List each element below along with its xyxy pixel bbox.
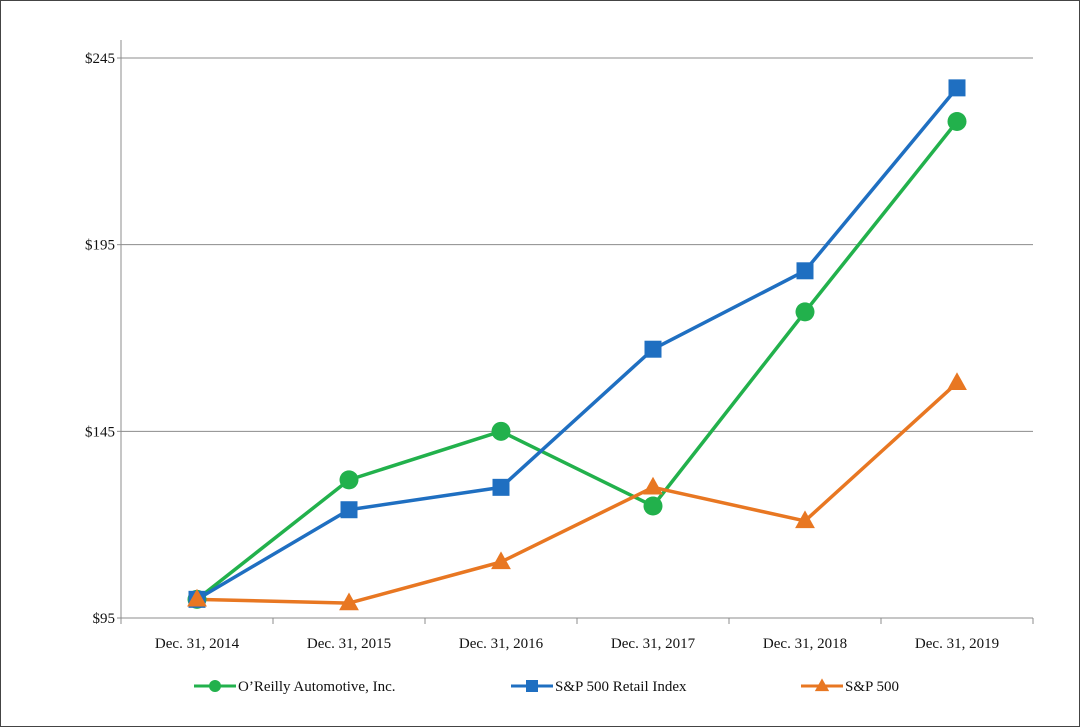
data-point-sp500 bbox=[491, 551, 511, 570]
y-tick-label: $245 bbox=[85, 51, 115, 67]
legend-marker-oreilly bbox=[209, 680, 221, 692]
data-point-oreilly bbox=[947, 111, 967, 131]
data-point-retail-index bbox=[796, 262, 814, 280]
data-point-retail-index bbox=[644, 340, 662, 358]
y-tick-label: $95 bbox=[93, 611, 116, 627]
legend-label-sp500: S&P 500 bbox=[845, 679, 899, 695]
data-point-oreilly bbox=[643, 496, 663, 516]
y-tick-label: $145 bbox=[85, 424, 115, 440]
data-point-retail-index bbox=[948, 79, 966, 97]
x-tick-label: Dec. 31, 2015 bbox=[307, 636, 391, 652]
data-point-retail-index bbox=[492, 478, 510, 496]
y-tick-label: $195 bbox=[85, 238, 115, 254]
data-point-retail-index bbox=[340, 501, 358, 519]
data-point-sp500 bbox=[947, 372, 967, 390]
data-point-sp500 bbox=[795, 510, 815, 529]
data-point-oreilly bbox=[339, 470, 359, 490]
x-tick-label: Dec. 31, 2017 bbox=[611, 636, 696, 652]
series-line-sp500 bbox=[196, 381, 959, 605]
data-point-sp500 bbox=[339, 592, 359, 611]
data-point-oreilly bbox=[491, 421, 511, 441]
legend-marker-sp500 bbox=[814, 678, 830, 692]
data-point-oreilly bbox=[795, 302, 815, 322]
x-tick-label: Dec. 31, 2014 bbox=[155, 636, 240, 652]
legend-marker-retail-index bbox=[526, 680, 538, 692]
series-line-oreilly bbox=[195, 120, 959, 601]
data-point-sp500 bbox=[643, 476, 663, 495]
x-tick-label: Dec. 31, 2018 bbox=[763, 636, 847, 652]
legend-label-oreilly: O’Reilly Automotive, Inc. bbox=[238, 679, 395, 695]
series-line-retail-index bbox=[196, 86, 959, 601]
legend-label-retail-index: S&P 500 Retail Index bbox=[555, 679, 687, 695]
x-tick-label: Dec. 31, 2019 bbox=[915, 636, 999, 652]
data-point-sp500 bbox=[187, 588, 207, 607]
x-tick-label: Dec. 31, 2016 bbox=[459, 636, 544, 652]
